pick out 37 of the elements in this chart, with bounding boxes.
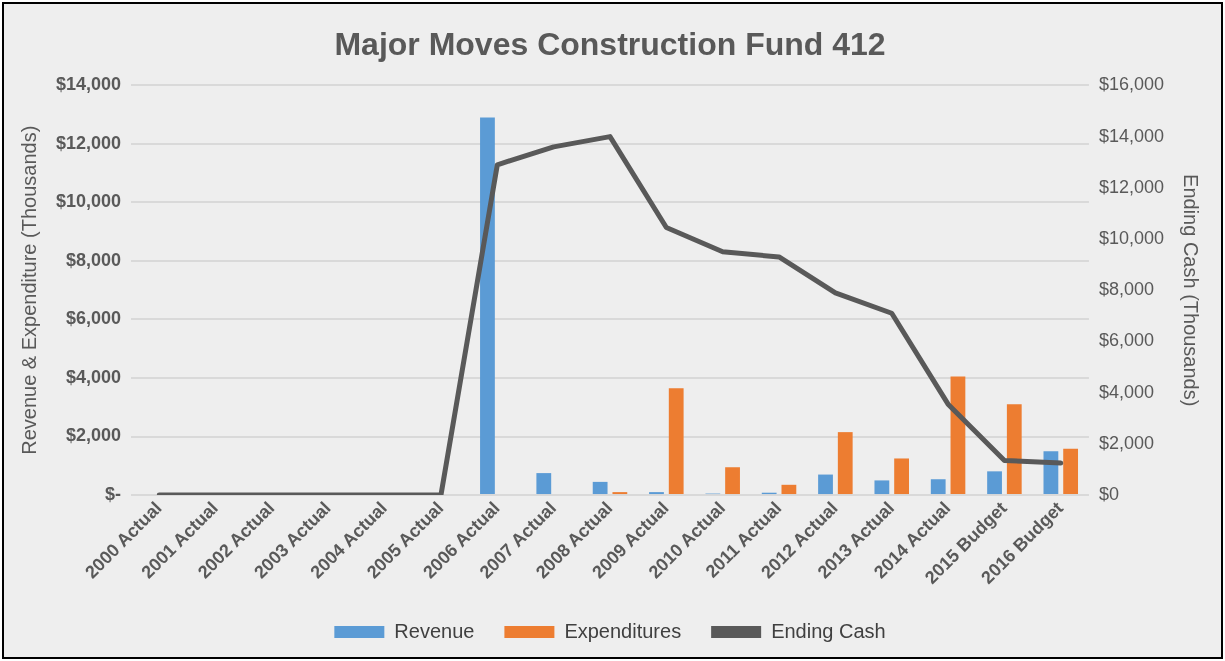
bar (894, 458, 909, 495)
legend-label: Expenditures (564, 619, 682, 642)
chart-title: Major Moves Construction Fund 412 (334, 26, 886, 63)
y-tick-label: $10,000 (55, 191, 122, 212)
y-tick-label: $2,000 (66, 425, 122, 446)
legend-label: Ending Cash (771, 619, 886, 642)
y2-tick-label: $10,000 (1098, 227, 1165, 248)
y-tick-label: $12,000 (55, 132, 122, 153)
bar (592, 481, 608, 495)
y2-tick-label: $14,000 (1098, 125, 1165, 146)
y2-tick-label: $4,000 (1098, 381, 1154, 402)
y2-tick-label: $6,000 (1098, 330, 1154, 351)
y-tick-label: $8,000 (66, 249, 122, 270)
bar (668, 388, 684, 495)
y-tick-label: $14,000 (55, 74, 122, 95)
bar (781, 484, 797, 495)
y-tick-label: $6,000 (66, 308, 122, 329)
y2-tick-label: $2,000 (1098, 432, 1154, 453)
y-tick-label: $- (105, 484, 122, 505)
bar (930, 479, 946, 495)
bar (987, 471, 1002, 495)
y2-tick-label: $12,000 (1098, 176, 1165, 197)
bar (536, 473, 552, 495)
bar (725, 467, 740, 495)
bar (818, 474, 833, 495)
legend-label: Revenue (394, 619, 475, 642)
bar (480, 117, 495, 495)
bar (1006, 404, 1022, 495)
y2-tick-label: $8,000 (1098, 279, 1154, 300)
y-axis-title: Revenue & Expenditure (Thousands) (17, 125, 40, 455)
bar (837, 432, 853, 495)
y2-axis-title: Ending Cash (Thousands) (1180, 174, 1203, 407)
y2-tick-label: $0 (1098, 484, 1119, 505)
y2-tick-label: $16,000 (1098, 74, 1165, 95)
y-tick-label: $4,000 (66, 366, 122, 387)
bar (1063, 448, 1079, 495)
bar (874, 480, 890, 495)
